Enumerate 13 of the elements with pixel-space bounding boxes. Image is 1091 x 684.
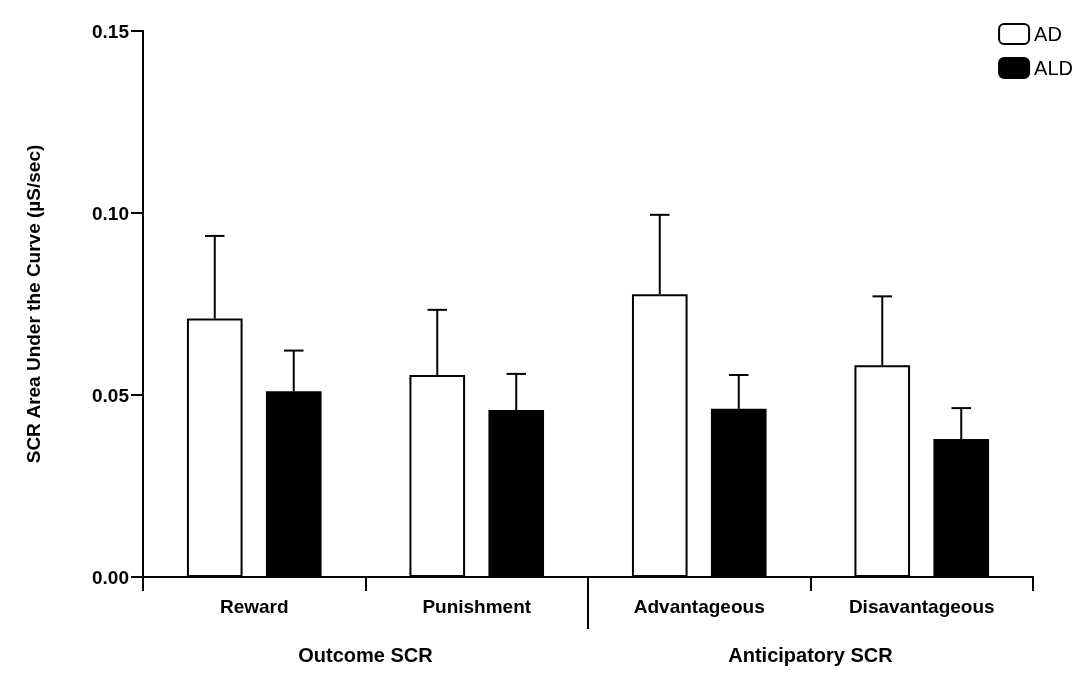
- y-tick-label: 0.15: [92, 20, 130, 42]
- y-tick-label: 0.10: [92, 202, 129, 224]
- text: Outcome SCR: [298, 644, 434, 666]
- x-tick-label: Advantageous: [633, 596, 765, 617]
- y-tick-label: 0.00: [92, 566, 129, 588]
- legend-label: AD: [1034, 23, 1062, 45]
- y-tick-label: 0.05: [92, 384, 130, 406]
- y-axis-title: SCR Area Under the Curve (µS/sec): [23, 144, 44, 464]
- x-tick-label: Reward: [219, 596, 289, 617]
- x-tick-label: Punishment: [422, 596, 532, 617]
- legend-label: ALD: [1034, 57, 1073, 79]
- x-tick-label: Disavantageous: [848, 596, 995, 617]
- text: Anticipatory SCR: [728, 644, 894, 666]
